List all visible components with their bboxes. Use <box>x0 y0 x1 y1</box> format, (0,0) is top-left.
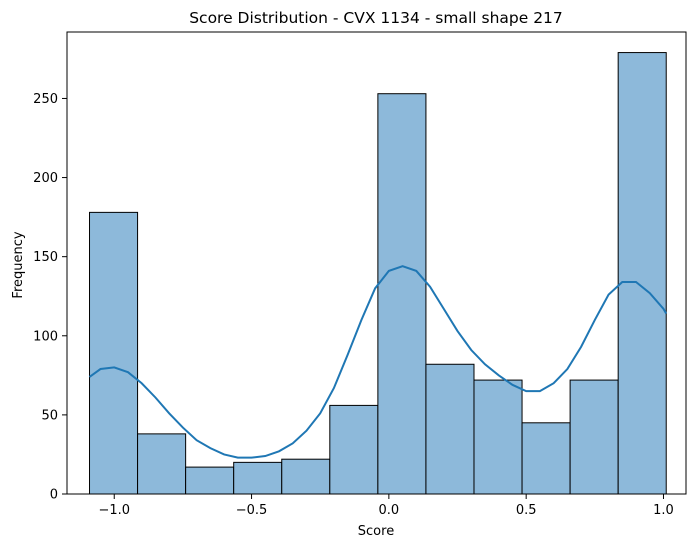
x-tick-label: 1.0 <box>653 503 674 518</box>
histogram-bar <box>329 404 379 495</box>
x-tick-label: 0.5 <box>516 503 537 518</box>
kde-line <box>88 265 668 459</box>
y-axis-ticks: 0 50 100 150 200 250 <box>33 92 67 503</box>
histogram-bar <box>425 363 475 495</box>
histogram-bar <box>185 466 235 495</box>
bars-layer <box>89 52 667 495</box>
histogram-bar <box>569 379 619 495</box>
histogram-bar <box>89 211 139 495</box>
histogram-bar <box>233 461 283 495</box>
y-tick-label: 150 <box>33 250 58 265</box>
x-axis-label: Score <box>358 524 394 539</box>
histogram-bar <box>521 422 571 495</box>
x-axis-ticks: −1.0 −0.5 0.0 0.5 1.0 <box>98 494 674 518</box>
y-tick-label: 100 <box>33 329 58 344</box>
y-tick-label: 250 <box>33 92 58 107</box>
histogram-bar <box>137 433 187 495</box>
x-tick-label: −0.5 <box>236 503 268 518</box>
histogram-bar <box>377 93 427 495</box>
histogram-bar <box>473 379 523 495</box>
y-axis-label: Frequency <box>11 231 26 298</box>
plot-frame <box>66 31 687 495</box>
x-tick-label: −1.0 <box>98 503 130 518</box>
histogram-bar <box>281 458 331 495</box>
histogram-bar <box>617 52 667 495</box>
chart-title: Score Distribution - CVX 1134 - small sh… <box>189 9 563 27</box>
y-tick-label: 50 <box>41 408 58 423</box>
y-tick-label: 200 <box>33 171 58 186</box>
x-tick-label: 0.0 <box>379 503 400 518</box>
y-tick-label: 0 <box>50 488 58 503</box>
